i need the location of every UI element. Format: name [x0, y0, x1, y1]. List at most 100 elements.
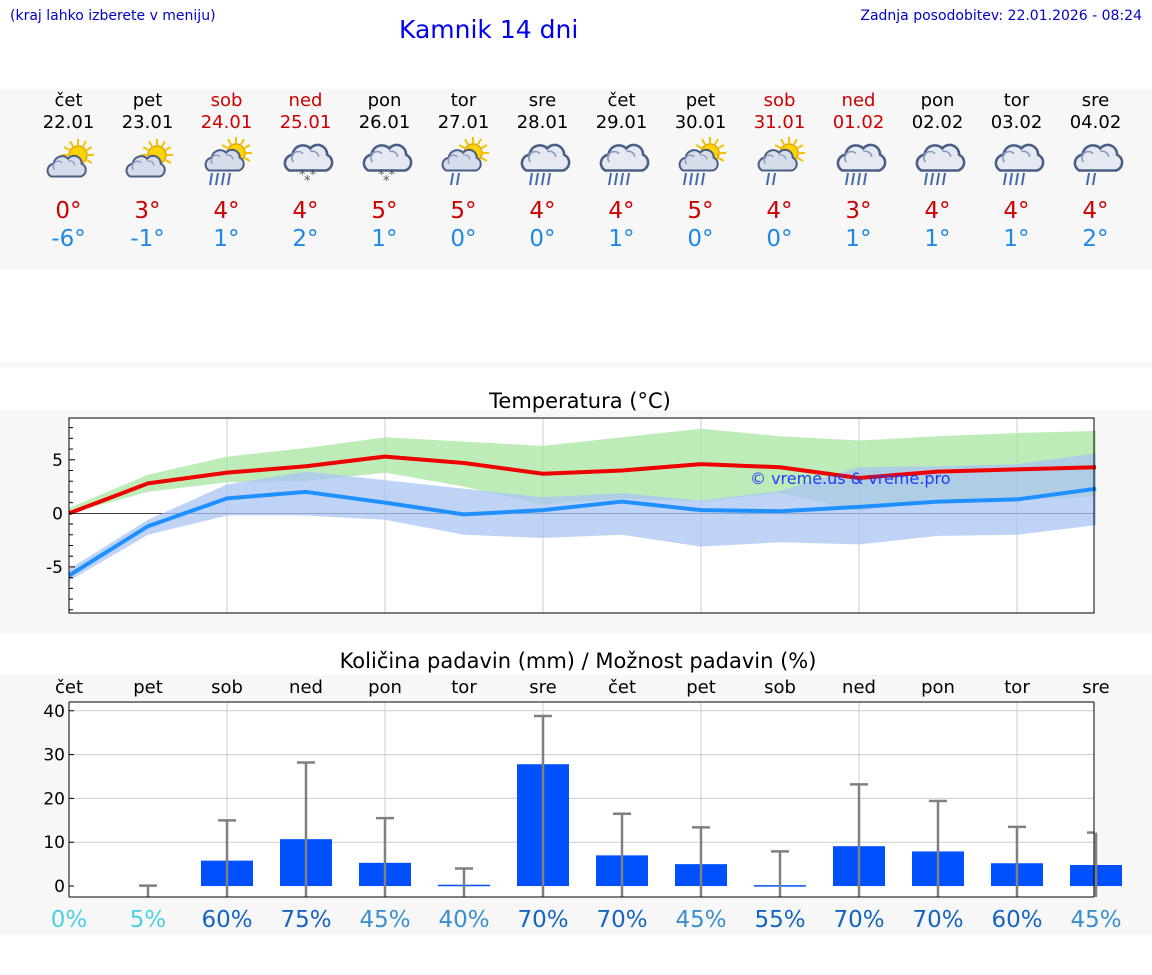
svg-text:*: * [383, 174, 390, 189]
min-temperature: 0° [450, 226, 477, 252]
precipitation-chance: 40% [438, 907, 489, 933]
category-label: sre [1082, 677, 1109, 698]
min-temperature: 1° [845, 226, 872, 252]
min-temperature: 1° [371, 226, 398, 252]
category-label: pon [368, 677, 402, 698]
max-temperature: 4° [1082, 198, 1109, 224]
cloud-rain-icon [915, 137, 967, 189]
day-date: 04.02 [1069, 112, 1122, 133]
svg-text:* *: * * [299, 168, 317, 183]
min-temperature: 1° [924, 226, 951, 252]
min-temperature: -6° [51, 226, 86, 252]
sun-cloud-rain-icon [204, 137, 256, 189]
sun-cloud-icon [125, 137, 177, 189]
y-tick-label: 10 [43, 833, 65, 853]
day-name: ned [288, 90, 323, 111]
sun-cloud-icon [46, 137, 98, 189]
precipitation-chance: 60% [991, 907, 1042, 933]
y-tick-label: 0 [54, 877, 65, 897]
cloud-rain-icon [599, 137, 651, 189]
min-temperature: 2° [1082, 226, 1109, 252]
day-name: sob [763, 90, 796, 111]
cloud-rain-icon [836, 137, 888, 189]
day-name: pet [685, 90, 716, 111]
day-name: tor [1003, 90, 1030, 111]
day-date: 27.01 [437, 112, 490, 133]
precipitation-chance: 70% [517, 907, 568, 933]
temperature-chart: Temperatura (°C) -5 0 5 © vreme.us & vreme… [46, 389, 1097, 614]
precipitation-chance: 0% [51, 907, 88, 933]
min-temperature: 1° [213, 226, 240, 252]
day-name: sre [1081, 90, 1110, 111]
day-name: ned [841, 90, 876, 111]
cloud-snow-icon: * * * [283, 137, 335, 189]
y-tick-label: 30 [43, 746, 65, 766]
max-temperature: 4° [608, 198, 635, 224]
y-tick-label: 5 [52, 451, 63, 471]
max-temperature: 4° [766, 198, 793, 224]
y-tick-label: 40 [43, 702, 65, 722]
day-date: 03.02 [990, 112, 1043, 133]
sun-cloud-rain-icon [678, 137, 730, 189]
min-temperature: 0° [687, 226, 714, 252]
precipitation-chance: 75% [280, 907, 331, 933]
max-temperature: 5° [450, 198, 477, 224]
category-label: sob [764, 677, 796, 698]
day-date: 31.01 [753, 112, 806, 133]
min-temperature-line [67, 486, 1097, 578]
precipitation-chance: 70% [596, 907, 647, 933]
precipitation-chance: 55% [754, 907, 805, 933]
day-date: 02.02 [911, 112, 964, 133]
max-temperature: 0° [55, 198, 82, 224]
max-temperature: 3° [845, 198, 872, 224]
min-temperature: -1° [130, 226, 165, 252]
cloud-rain-icon [520, 137, 572, 189]
min-temperature: 1° [608, 226, 635, 252]
watermark: © vreme.us & vreme.pro [750, 469, 951, 488]
day-date: 24.01 [200, 112, 253, 133]
max-temperature-line [68, 454, 1097, 516]
precipitation-chance: 45% [675, 907, 726, 933]
category-label: čet [55, 677, 83, 698]
y-tick-label: 0 [52, 504, 63, 524]
day-date: 29.01 [595, 112, 648, 133]
day-date: 23.01 [121, 112, 174, 133]
last-updated: Zadnja posodobitev: 22.01.2026 - 08:24 [860, 8, 1142, 24]
temperature-chart-title: Temperatura (°C) [488, 389, 671, 413]
category-label: pet [686, 677, 716, 698]
max-temperature: 4° [292, 198, 319, 224]
category-label: ned [289, 677, 323, 698]
day-date: 26.01 [358, 112, 411, 133]
min-temperature: 0° [766, 226, 793, 252]
sun-cloud-light-rain-icon [757, 137, 809, 189]
day-name: čet [607, 90, 636, 111]
y-tick-label: 20 [43, 789, 65, 809]
max-temperature: 5° [371, 198, 398, 224]
day-date: 28.01 [516, 112, 569, 133]
max-temperature: 4° [924, 198, 951, 224]
min-temperature: 1° [1003, 226, 1030, 252]
min-temperature: 2° [292, 226, 319, 252]
svg-text:* *: * * [378, 168, 396, 183]
max-temperature: 5° [687, 198, 714, 224]
day-name: pet [132, 90, 163, 111]
y-tick-label: -5 [46, 558, 63, 578]
precipitation-chart-title: Količina padavin (mm) / Možnost padavin … [340, 649, 817, 673]
section-divider [0, 362, 1152, 368]
precipitation-chance: 60% [201, 907, 252, 933]
max-temperature: 3° [134, 198, 161, 224]
page-title: Kamnik 14 dni [399, 15, 579, 44]
category-label: tor [451, 677, 477, 698]
day-name: sre [528, 90, 557, 111]
day-date: 30.01 [674, 112, 727, 133]
max-temperature: 4° [213, 198, 240, 224]
plot-frame [68, 417, 1095, 614]
category-label: sre [529, 677, 556, 698]
day-date: 22.01 [42, 112, 95, 133]
precipitation-chart: Količina padavin (mm) / Možnost padavin … [43, 649, 1122, 933]
min-range-band [69, 453, 1096, 581]
category-label: pon [921, 677, 955, 698]
day-name: tor [450, 90, 477, 111]
category-label: ned [842, 677, 876, 698]
precipitation-chance: 70% [833, 907, 884, 933]
